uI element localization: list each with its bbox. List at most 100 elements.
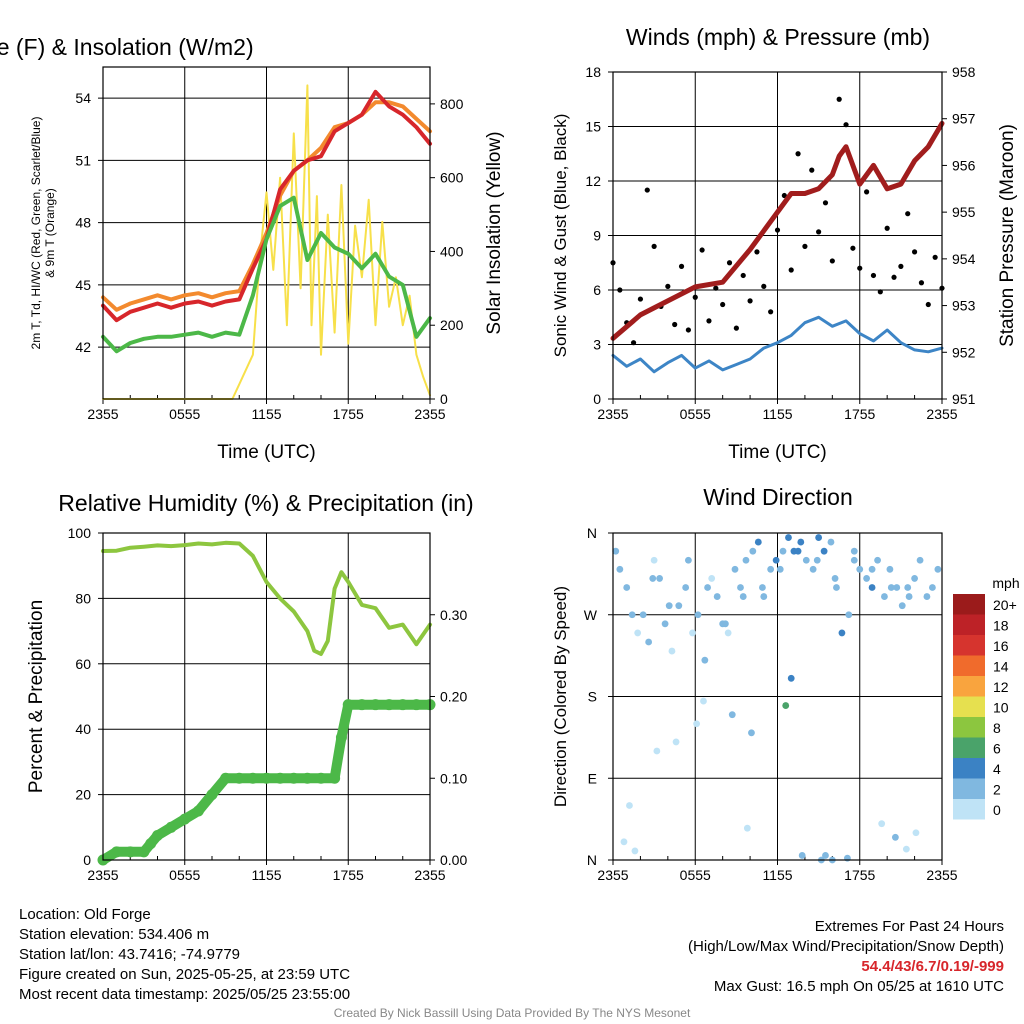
legend-label: 20+	[993, 597, 1017, 613]
y2-tick-label: 0.30	[440, 607, 467, 623]
gust-point	[665, 283, 671, 289]
y2-tick-label: 600	[440, 170, 464, 186]
gust-point	[925, 301, 931, 308]
wind-direction-point	[694, 611, 702, 619]
x-tick-label: 1155	[762, 867, 792, 883]
gust-point	[692, 294, 698, 300]
gust-point	[870, 272, 877, 279]
wind-direction-point	[612, 547, 620, 555]
y2-axis-label: Station Pressure (Maroon)	[997, 124, 1018, 347]
x-tick-label: 0555	[680, 406, 711, 422]
y-tick-label: 51	[75, 152, 91, 168]
chart-title: Wind Direction	[703, 484, 853, 510]
gust-point	[857, 265, 863, 271]
wind-direction-point	[822, 852, 829, 859]
y2-tick-label: 953	[952, 298, 976, 314]
figure-created: Figure created on Sun, 2025-05-25, at 23…	[19, 966, 351, 983]
wind-direction-point	[700, 697, 707, 705]
y-axis-label-line2: & 9m T (Orange)	[43, 188, 57, 278]
y-tick-label: 18	[585, 64, 601, 80]
gust-point	[877, 289, 883, 295]
x-tick-label: 1755	[844, 406, 875, 422]
gust-point	[685, 327, 691, 333]
wind-direction-point	[878, 820, 886, 828]
wind-direction-point	[631, 847, 639, 855]
plot-border	[612, 532, 943, 861]
speed-legend: mph 20+ 18 16 14 12 10 8 6 4 2 0	[953, 575, 1020, 820]
gust-point	[747, 298, 753, 304]
wind-direction-point	[787, 674, 795, 682]
wind-direction-point	[779, 547, 787, 555]
wind-direction-point	[898, 602, 906, 610]
y-tick-label: 60	[75, 656, 91, 672]
wind-direction-point	[675, 602, 683, 610]
gust-point	[637, 296, 644, 302]
wind-direction-point	[656, 575, 664, 582]
station-location: Location: Old Forge	[19, 906, 151, 923]
legend-swatch	[953, 655, 985, 676]
gust-point	[829, 258, 835, 264]
x-axis-label: Time (UTC)	[217, 442, 316, 463]
y-tick-label: 48	[75, 215, 91, 231]
precipitation-point	[301, 772, 313, 784]
x-tick-label: 2355	[87, 406, 118, 422]
precipitation-point	[152, 829, 163, 841]
extremes-subtitle: (High/Low/Max Wind/Precipitation/Snow De…	[688, 938, 1004, 955]
wind-direction-point	[856, 565, 864, 573]
wind-direction-point	[911, 575, 918, 582]
temperature-line	[101, 195, 432, 354]
wind-direction-point	[616, 565, 624, 573]
wind-direction-point	[772, 556, 780, 564]
wind-direction-point	[815, 534, 823, 541]
y-tick-label: 40	[75, 721, 91, 737]
y-tick-label: 45	[75, 277, 91, 293]
gust-point	[898, 263, 904, 269]
wind-direction-point	[923, 593, 931, 600]
wind-direction-point	[782, 702, 790, 709]
precipitation-point	[342, 699, 354, 711]
wind-direction-point	[850, 556, 858, 564]
plot-border	[612, 71, 943, 400]
wind-direction-point	[916, 556, 924, 564]
wind-direction-point	[668, 647, 676, 655]
gust-point	[911, 249, 918, 255]
gust-point	[617, 287, 623, 293]
gust-point	[768, 309, 774, 315]
gust-point	[795, 151, 801, 157]
gust-point	[802, 243, 808, 249]
wind-direction-point	[704, 584, 711, 591]
gust-point	[843, 122, 849, 128]
station-latlon: Station lat/lon: 43.7416; -74.9779	[19, 946, 241, 963]
wind-direction-point	[728, 711, 736, 719]
wind-direction-point	[820, 547, 828, 555]
x-tick-label: 2355	[926, 867, 957, 883]
wind-direction-point	[661, 620, 669, 628]
wind-direction-point	[731, 565, 739, 573]
pressure-line	[610, 120, 945, 341]
x-tick-label: 0555	[169, 867, 200, 883]
wind-direction-point	[874, 556, 881, 564]
gust-point	[932, 254, 938, 260]
wind-direction-point	[737, 584, 744, 591]
wind-direction-point	[682, 584, 690, 591]
x-tick-label: 2355	[414, 406, 445, 422]
y-tick-label: E	[588, 770, 597, 786]
station-elevation: Station elevation: 534.406 m	[19, 926, 210, 943]
y-tick-label: S	[588, 689, 597, 705]
station-info: Location: Old Forge Station elevation: 5…	[19, 905, 350, 1005]
y-axis-label: Sonic Wind & Gust (Blue, Black)	[551, 114, 570, 358]
wind-direction-point	[905, 593, 913, 600]
wind-direction-point	[701, 656, 709, 664]
x-tick-label: 1755	[844, 867, 875, 883]
extremes-block: Extremes For Past 24 Hours (High/Low/Max…	[688, 917, 1004, 997]
wind-direction-point	[626, 802, 633, 809]
y2-tick-label: 958	[952, 64, 976, 80]
recent-data-timestamp: Most recent data timestamp: 2025/05/25 2…	[19, 986, 351, 1003]
chart-panel-1: Temperature (F) & Insolation (W/m2)23550…	[0, 34, 505, 463]
x-tick-label: 1155	[251, 406, 281, 422]
y-tick-label: 15	[585, 119, 601, 135]
wind-direction-point	[742, 556, 750, 564]
gust-point	[740, 272, 746, 279]
y2-tick-label: 0	[440, 391, 448, 407]
gust-point	[788, 267, 794, 273]
